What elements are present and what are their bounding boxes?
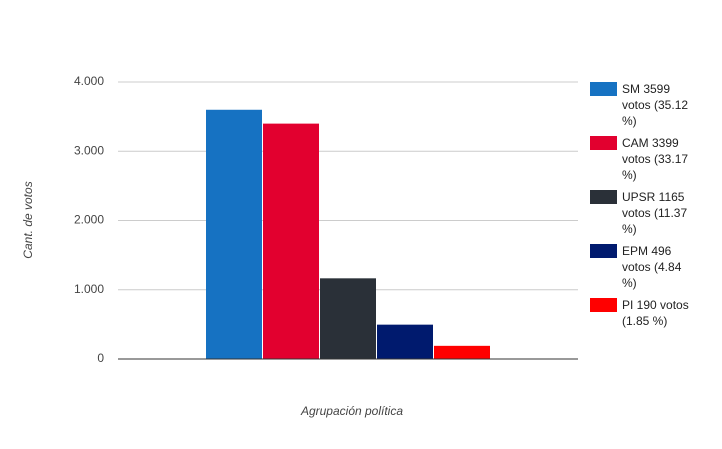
- legend-swatch: [590, 82, 617, 96]
- legend-swatch: [590, 298, 617, 312]
- y-tick-label: 1.000: [74, 282, 104, 296]
- bar: [206, 109, 262, 359]
- bar: [377, 324, 433, 359]
- bar: [434, 345, 490, 359]
- y-tick-label: 3.000: [74, 143, 104, 157]
- y-tick-label: 0: [97, 351, 104, 365]
- legend-label: PI 190 votos (1.85 %): [622, 298, 689, 328]
- legend-label: SM 3599 votos (35.12 %): [622, 82, 689, 128]
- legend-label: CAM 3399 votos (33.17 %): [622, 136, 689, 182]
- legend-label: EPM 496 votos (4.84 %): [622, 244, 682, 290]
- bar: [320, 278, 376, 359]
- y-tick-label: 2.000: [74, 213, 104, 227]
- legend-swatch: [590, 244, 617, 258]
- y-tick-label: 4.000: [74, 74, 104, 88]
- legend-swatch: [590, 136, 617, 150]
- y-axis-label: Cant. de votos: [21, 181, 35, 258]
- legend-label: UPSR 1165 votos (11.37 %): [622, 190, 688, 236]
- x-axis-label: Agrupación política: [300, 404, 403, 418]
- legend-swatch: [590, 190, 617, 204]
- bar: [263, 123, 319, 359]
